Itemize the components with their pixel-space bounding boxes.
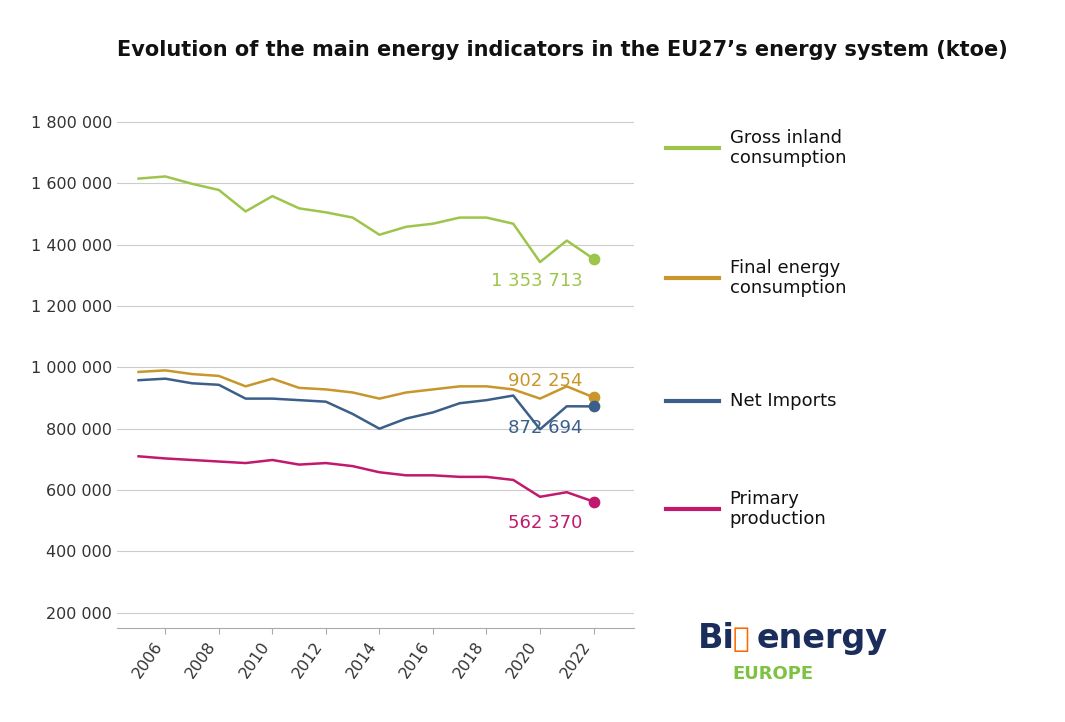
Text: Evolution of the main energy indicators in the EU27’s energy system (ktoe): Evolution of the main energy indicators … (117, 40, 1007, 61)
Text: 🔥: 🔥 (733, 625, 750, 653)
Text: EUROPE: EUROPE (733, 665, 814, 682)
Text: 872 694: 872 694 (508, 419, 583, 438)
Point (585, 253, 602, 264)
Point (585, 401, 602, 412)
Point (585, 496, 602, 508)
Text: Net Imports: Net Imports (730, 392, 836, 409)
Point (585, 391, 602, 403)
Text: energy: energy (756, 622, 887, 656)
Text: Final energy
consumption: Final energy consumption (730, 258, 846, 297)
Text: 1 353 713: 1 353 713 (491, 272, 583, 290)
Text: 902 254: 902 254 (508, 372, 583, 390)
Text: Bi: Bi (698, 622, 735, 656)
Text: Primary
production: Primary production (730, 490, 826, 529)
Text: Gross inland
consumption: Gross inland consumption (730, 129, 846, 168)
Text: 562 370: 562 370 (508, 513, 583, 531)
